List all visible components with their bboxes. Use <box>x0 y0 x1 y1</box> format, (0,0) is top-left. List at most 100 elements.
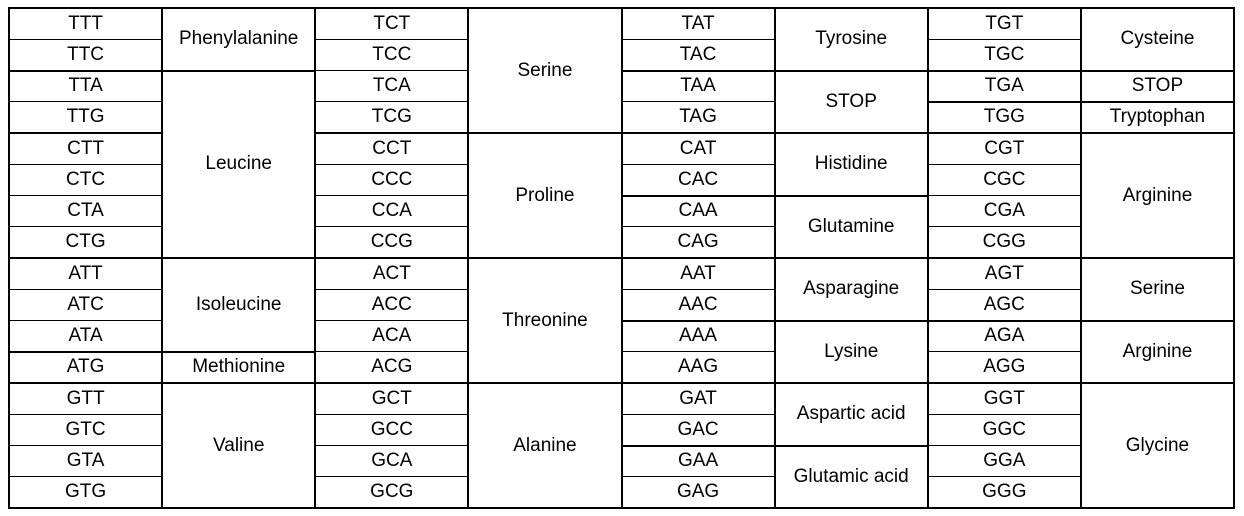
table-row: GTC GCC GAC GGC <box>7 413 1234 447</box>
codon-cell-ggg: GGG <box>926 476 1082 509</box>
amino-cell-stop: STOP <box>773 69 929 134</box>
codon-cell-cca: CCA <box>314 194 470 228</box>
table-row: CTA CCA CAA Glutamine CGA <box>7 194 1234 259</box>
table-row: GTT Valine GCT Alanine GAT Aspartic acid GGT Gl… <box>7 381 1236 509</box>
table-row: CTC CCC CAC CGC <box>7 163 1234 197</box>
table-row: TTG TCG TAG TGG Tryptophan <box>7 100 1236 134</box>
codon-cell-tat: TAT <box>620 6 776 40</box>
codon-cell-aac: AAC <box>620 288 776 322</box>
codon-cell-gac: GAC <box>620 413 776 447</box>
amino-cell-asparagine: Asparagine <box>773 257 929 321</box>
table-row: CTG CCG CAG CGG <box>7 226 1234 259</box>
codon-cell-acc: ACC <box>314 288 470 322</box>
codon-table: TTT Phenylalanine TCT Serine TAT Tyrosine TGT C… <box>7 6 1236 509</box>
codon-cell-caa: CAA <box>620 194 776 228</box>
codon-cell-tac: TAC <box>620 38 776 72</box>
table-row: TTT Phenylalanine TCT Serine TAT Tyrosine TGT C… <box>7 6 1236 134</box>
amino-cell-leucine: Leucine <box>161 69 317 259</box>
amino-cell-glutamine: Glutamine <box>773 194 929 259</box>
codon-cell-tgt: TGT <box>926 6 1082 40</box>
codon-cell-cag: CAG <box>620 226 776 259</box>
codon-cell-gca: GCA <box>314 444 470 478</box>
amino-cell-alanine: Alanine <box>467 382 623 509</box>
codon-cell-gtt: GTT <box>7 381 164 415</box>
codon-cell-aaa: AAA <box>620 319 776 353</box>
codon-cell-ggt: GGT <box>926 381 1082 415</box>
codon-cell-gtc: GTC <box>7 413 164 447</box>
table-row: GTA GCA GAA Glutamic acid GGA <box>7 444 1234 509</box>
codon-cell-gcc: GCC <box>314 413 470 447</box>
codon-cell-tca: TCA <box>314 69 470 103</box>
amino-cell-tryptophan: Tryptophan <box>1079 100 1236 134</box>
table-row: TTC TCC TAC TGC <box>7 38 1234 72</box>
amino-cell-glutamic-acid: Glutamic acid <box>773 444 929 509</box>
codon-cell-gta: GTA <box>7 444 164 478</box>
codon-cell-aca: ACA <box>314 319 470 353</box>
codon-cell-cct: CCT <box>314 131 470 165</box>
table-row: CTT CCT Proline CAT Histidine CGT Arginine <box>7 131 1236 259</box>
table-row: GTG GCG GAG GGG <box>7 476 1234 509</box>
table-row: ATT Isoleucine ACT Threonine AAT Asparagine AG… <box>7 256 1236 384</box>
amino-cell-phenylalanine: Phenylalanine <box>161 7 317 71</box>
amino-cell-arginine: Arginine <box>1079 132 1236 259</box>
amino-cell-serine: Serine <box>1079 257 1236 321</box>
codon-cell-ata: ATA <box>7 319 164 353</box>
codon-cell-ccg: CCG <box>314 226 470 259</box>
codon-cell-tga: TGA <box>926 69 1082 103</box>
codon-cell-gct: GCT <box>314 381 470 415</box>
codon-cell-cgg: CGG <box>926 226 1082 259</box>
amino-cell-histidine: Histidine <box>773 132 929 196</box>
codon-cell-tcg: TCG <box>314 101 470 134</box>
codon-cell-atc: ATC <box>7 288 164 322</box>
codon-cell-cgt: CGT <box>926 131 1082 165</box>
amino-cell-methionine: Methionine <box>161 350 317 384</box>
table-row: ATG Methionine ACG AAG AGG <box>7 350 1234 384</box>
codon-cell-aag: AAG <box>620 351 776 384</box>
codon-cell-cga: CGA <box>926 194 1082 228</box>
codon-cell-tcc: TCC <box>314 38 470 72</box>
codon-cell-agc: AGC <box>926 288 1082 322</box>
codon-cell-aga: AGA <box>926 319 1082 353</box>
codon-cell-ttc: TTC <box>7 38 164 72</box>
codon-table-body: TTT Phenylalanine TCT Serine TAT Tyrosine TGT C… <box>7 6 1236 509</box>
amino-cell-threonine: Threonine <box>467 257 623 384</box>
codon-cell-tta: TTA <box>7 69 164 103</box>
codon-cell-ttg: TTG <box>7 101 164 134</box>
codon-cell-gga: GGA <box>926 444 1082 478</box>
codon-cell-ccc: CCC <box>314 163 470 197</box>
codon-cell-agt: AGT <box>926 256 1082 290</box>
codon-cell-tct: TCT <box>314 6 470 40</box>
codon-cell-gcg: GCG <box>314 476 470 509</box>
amino-cell-glycine: Glycine <box>1079 382 1236 509</box>
amino-cell-valine: Valine <box>161 382 317 509</box>
codon-cell-ggc: GGC <box>926 413 1082 447</box>
codon-cell-atg: ATG <box>7 350 164 384</box>
codon-cell-ctt: CTT <box>7 131 164 165</box>
codon-cell-ttt: TTT <box>7 6 164 40</box>
codon-cell-acg: ACG <box>314 351 470 384</box>
codon-cell-tgc: TGC <box>926 38 1082 72</box>
table-row: TTA Leucine TCA TAA STOP TGA STOP <box>7 69 1236 259</box>
codon-cell-cgc: CGC <box>926 163 1082 197</box>
amino-cell-arginine: Arginine <box>1079 319 1236 384</box>
amino-cell-cysteine: Cysteine <box>1079 7 1236 71</box>
codon-cell-aat: AAT <box>620 256 776 290</box>
codon-cell-cta: CTA <box>7 194 164 228</box>
codon-cell-ctg: CTG <box>7 226 164 259</box>
amino-cell-proline: Proline <box>467 132 623 259</box>
codon-cell-act: ACT <box>314 256 470 290</box>
codon-cell-cac: CAC <box>620 163 776 197</box>
codon-cell-tag: TAG <box>620 101 776 134</box>
amino-cell-stop: STOP <box>1079 69 1236 103</box>
codon-cell-gag: GAG <box>620 476 776 509</box>
codon-cell-taa: TAA <box>620 69 776 103</box>
codon-cell-ctc: CTC <box>7 163 164 197</box>
codon-cell-gtg: GTG <box>7 476 164 509</box>
codon-cell-gat: GAT <box>620 381 776 415</box>
codon-cell-att: ATT <box>7 256 164 290</box>
codon-cell-cat: CAT <box>620 131 776 165</box>
codon-cell-agg: AGG <box>926 351 1082 384</box>
codon-cell-tgg: TGG <box>926 100 1082 134</box>
amino-cell-lysine: Lysine <box>773 319 929 384</box>
